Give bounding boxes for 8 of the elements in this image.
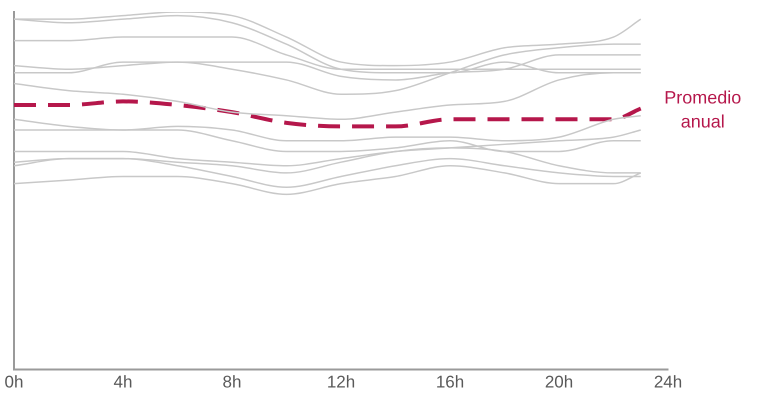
x-tick-label: 16h: [436, 372, 464, 392]
x-tick-label: 8h: [222, 372, 242, 392]
x-tick-label: 24h: [654, 372, 682, 392]
x-tick-label: 4h: [114, 372, 132, 392]
x-tick-label: 0h: [4, 372, 24, 392]
series-label: Promedio anual: [664, 88, 742, 132]
x-tick-label: 20h: [544, 372, 574, 392]
x-tick-label: 12h: [326, 372, 356, 392]
